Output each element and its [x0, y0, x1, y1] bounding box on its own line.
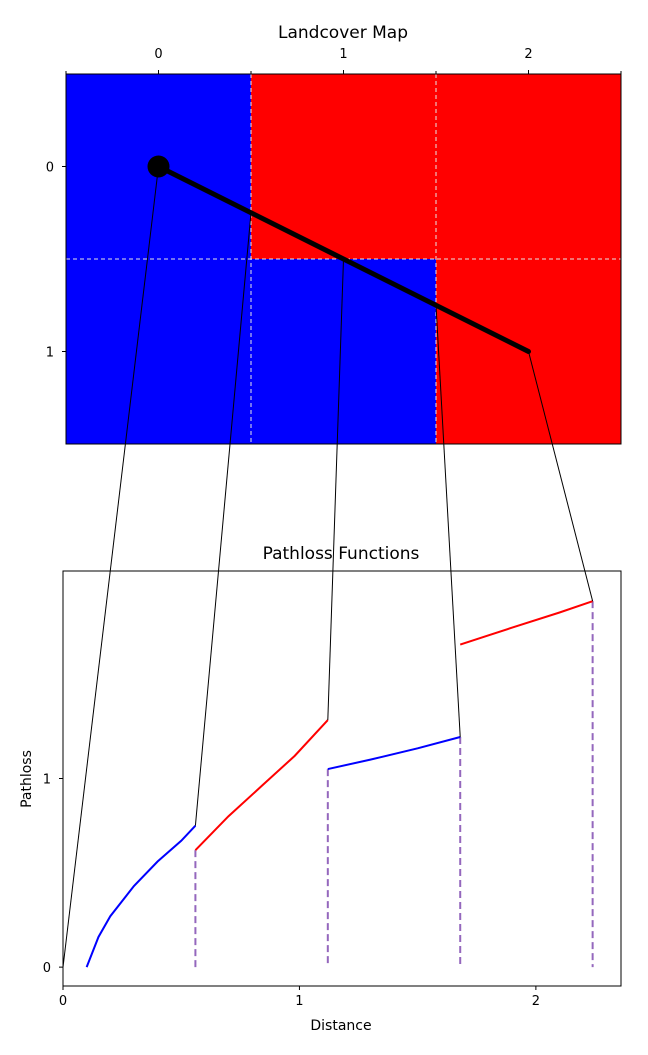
pathloss-segment-4 [459, 600, 593, 646]
plot-y-tick-label: 0 [43, 961, 51, 976]
plot-frame [62, 570, 622, 987]
pathloss-segment-3 [327, 736, 461, 771]
connector-line [528, 351, 594, 602]
map-y-tick-label: 0 [46, 161, 54, 176]
map-cell [436, 74, 621, 259]
plot-y-axis-label: Pathloss [19, 750, 35, 808]
connector-line [194, 212, 252, 826]
map-x-tick-label: 1 [339, 47, 347, 62]
plot-x-tick-label: 0 [59, 994, 67, 1009]
connector-lines [62, 166, 594, 968]
plot-x-axis-label: Distance [310, 1018, 371, 1034]
map-x-tick-label: 0 [154, 47, 162, 62]
pathloss-segment-1 [85, 824, 197, 968]
plot-x-tick-label: 1 [295, 994, 303, 1009]
map-cell [251, 74, 436, 259]
connector-line [327, 258, 344, 721]
map-cell [251, 259, 436, 444]
map-x-tick-label: 2 [524, 47, 532, 62]
plot-x-tick-label: 2 [532, 994, 540, 1009]
map-y-tick-label: 1 [46, 346, 54, 361]
connector-line [62, 166, 159, 968]
connector-line [435, 305, 461, 738]
pathloss-segment-2 [194, 719, 329, 851]
pathloss-functions-panel: 0 1 2 0 1 [43, 570, 622, 1009]
plot-y-tick-label: 1 [43, 773, 51, 788]
map-cell [66, 259, 251, 444]
map-title: Landcover Map [278, 23, 408, 43]
plot-title: Pathloss Functions [263, 544, 420, 564]
